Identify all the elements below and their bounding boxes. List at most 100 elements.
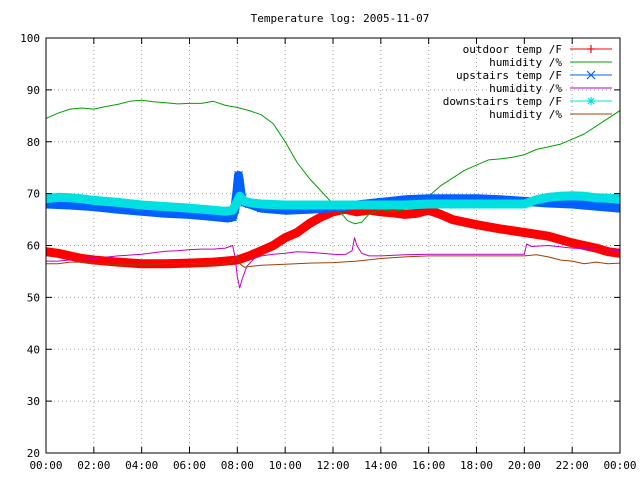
data-point [305,201,314,210]
data-point [137,201,146,210]
legend-label: upstairs temp /F [456,69,562,82]
y-tick-label: 80 [27,136,40,149]
legend-item: downstairs temp /F [443,95,612,108]
legend-marker [586,70,596,80]
x-tick-label: 04:00 [125,459,158,472]
legend-label: humidity /% [489,82,562,95]
x-tick-label: 00:00 [29,459,62,472]
data-point [329,201,337,210]
data-point [228,206,237,215]
chart-title: Temperature log: 2005-11-07 [251,12,430,25]
series-line [46,204,620,269]
legend-item: humidity /% [489,108,612,121]
data-point [209,258,218,267]
data-point [77,194,86,203]
data-point [209,206,218,215]
data-point [436,210,445,219]
y-tick-label: 90 [27,84,40,97]
legend-item: humidity /% [489,56,612,69]
y-tick-label: 20 [27,447,40,460]
data-point [400,210,409,219]
axis-ticks: 00:00 02:00 04:00 06:00 08:00 10:00 12:00 14:00… [20,32,636,472]
x-tick-label: 06:00 [173,459,206,472]
data-point [245,251,254,260]
data-point [257,200,266,208]
data-point [496,224,505,233]
series-group [46,99,620,289]
legend-label: humidity /% [489,56,562,69]
data-point [388,208,397,217]
data-point [65,251,74,260]
legend-item: upstairs temp /F [456,69,612,82]
legend-marker [587,97,595,105]
data-point [556,192,565,201]
data-point [161,202,170,211]
data-point [247,198,256,207]
x-tick-label: 20:00 [508,459,541,472]
data-point [532,195,541,204]
x-tick-label: 08:00 [221,459,254,472]
y-tick-label: 40 [27,343,40,356]
x-tick-label: 22:00 [556,459,589,472]
data-point [604,247,613,256]
series-line [46,99,620,225]
legend-label: downstairs temp /F [443,95,562,108]
x-tick-label: 10:00 [269,459,302,472]
data-point [234,171,243,180]
data-point [232,184,242,193]
x-tick-label: 02:00 [77,459,110,472]
data-point [496,200,505,208]
data-point [233,197,242,206]
data-point [113,198,122,207]
data-point [221,207,230,216]
y-tick-label: 60 [27,240,40,253]
data-point [472,220,481,229]
data-point [53,249,62,258]
data-point [240,197,249,206]
x-tick-label: 12:00 [316,459,349,472]
series-line [46,237,620,289]
data-point [137,259,146,268]
series-5 [46,191,620,216]
data-point [269,241,278,250]
data-point [235,178,245,188]
data-point [544,193,553,202]
data-point [281,233,290,242]
data-point [592,193,601,202]
data-point [544,232,553,241]
series-6 [46,254,620,268]
data-point [185,259,194,268]
series-line [46,254,620,268]
legend-marker [587,45,595,53]
data-point [235,192,244,201]
data-point [592,244,601,253]
data-point [317,212,326,221]
y-tick-label: 50 [27,291,40,304]
y-tick-label: 100 [20,32,40,45]
x-tick-label: 18:00 [460,459,493,472]
x-tick-label: 00:00 [603,459,636,472]
data-point [580,192,589,201]
data-point [185,204,194,213]
data-point [89,256,98,265]
data-point [293,228,302,237]
data-point [472,200,481,208]
x-tick-label: 14:00 [364,459,397,472]
series-4 [46,237,620,289]
legend-item: humidity /% [489,82,612,95]
data-point [352,201,361,210]
legend-label: outdoor temp /F [463,43,562,56]
data-point [53,193,62,202]
data-point [400,201,409,210]
data-point [591,201,601,211]
data-point [376,201,385,210]
data-point [89,196,98,205]
data-point [520,228,529,237]
data-point [424,200,433,208]
data-point [615,203,620,213]
data-point [568,238,577,247]
data-point [568,191,577,200]
series-2 [46,99,620,225]
